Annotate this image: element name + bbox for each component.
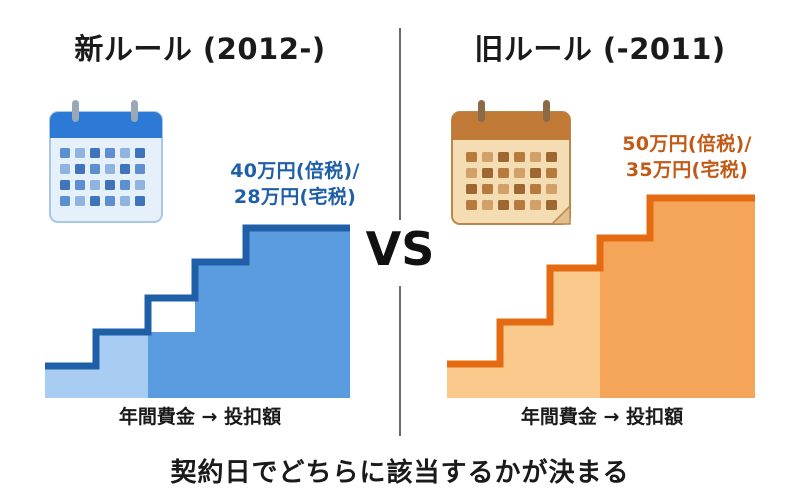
calendar-day-cell (135, 196, 145, 206)
calendar-day-cell (75, 148, 85, 158)
calendar-day-cell (75, 180, 85, 190)
calendar-day-cell (498, 184, 509, 194)
new-rule-title: 新ルール (2012-) (74, 32, 326, 66)
calendar-day-cell (530, 184, 541, 194)
calendar-day-cell (90, 180, 100, 190)
calendar-day-cell (90, 164, 100, 174)
old-rule-limit-line1: 50万円(倍税)/ (622, 133, 752, 155)
calendar-day-cell (514, 168, 525, 178)
calendar-day-cell (530, 168, 541, 178)
new-rule-caption: 年間費金 → 投扣額 (118, 406, 282, 428)
calendar-day-cell (135, 164, 145, 174)
calendar-day-cell (120, 180, 130, 190)
calendar-day-cell (530, 200, 541, 210)
old-rule-limit-line2: 35万円(宅税) (625, 159, 749, 181)
calendar-day-cell (90, 196, 100, 206)
calendar-day-cell (482, 168, 493, 178)
calendar-day-cell (546, 200, 557, 210)
new-rule-limit: 40万円(倍税)/ 28万円(宅税) (205, 158, 385, 210)
calendar-day-cell (466, 184, 477, 194)
old-rule-caption: 年間費金 → 投扣額 (520, 406, 684, 428)
new-rule-staircase (45, 224, 350, 398)
calendar-day-cell (60, 196, 70, 206)
calendar-day-cell (546, 152, 557, 162)
calendar-day-cell (75, 196, 85, 206)
calendar-day-cell (466, 200, 477, 210)
calendar-day-cell (482, 184, 493, 194)
new-rule-limit-line1: 40万円(倍税)/ (230, 160, 360, 182)
calendar-day-cell (120, 164, 130, 174)
new-rule-limit-line2: 28万円(宅税) (233, 186, 357, 208)
calendar-day-cell (105, 148, 115, 158)
calendar-day-cell (90, 148, 100, 158)
calendar-day-cell (514, 184, 525, 194)
blue-calendar-icon (49, 100, 163, 223)
calendar-day-cell (466, 152, 477, 162)
calendar-day-cell (60, 164, 70, 174)
calendar-day-cell (135, 148, 145, 158)
calendar-day-cell (105, 164, 115, 174)
calendar-day-cell (546, 184, 557, 194)
old-rule-staircase (447, 194, 755, 398)
vs-label: VS (365, 222, 435, 276)
calendar-day-cell (514, 152, 525, 162)
calendar-day-cell (530, 152, 541, 162)
calendar-day-cell (498, 152, 509, 162)
calendar-day-cell (60, 148, 70, 158)
old-rule-limit: 50万円(倍税)/ 35万円(宅税) (582, 131, 792, 183)
center-divider-top (399, 28, 401, 220)
calendar-day-cell (75, 164, 85, 174)
calendar-day-cell (482, 152, 493, 162)
vintage-calendar-icon (451, 100, 571, 225)
calendar-day-cell (514, 200, 525, 210)
calendar-day-cell (498, 168, 509, 178)
calendar-day-cell (546, 168, 557, 178)
calendar-day-cell (482, 200, 493, 210)
center-divider-bottom (399, 286, 401, 436)
calendar-day-cell (105, 180, 115, 190)
calendar-day-cell (105, 196, 115, 206)
calendar-day-cell (498, 200, 509, 210)
old-rule-title: 旧ルール (-2011) (474, 32, 726, 66)
calendar-day-cell (466, 168, 477, 178)
calendar-day-cell (135, 180, 145, 190)
footer-note: 契約日でどちらに該当するかが決まる (170, 458, 630, 488)
calendar-day-cell (60, 180, 70, 190)
calendar-day-cell (120, 196, 130, 206)
calendar-day-cell (120, 148, 130, 158)
